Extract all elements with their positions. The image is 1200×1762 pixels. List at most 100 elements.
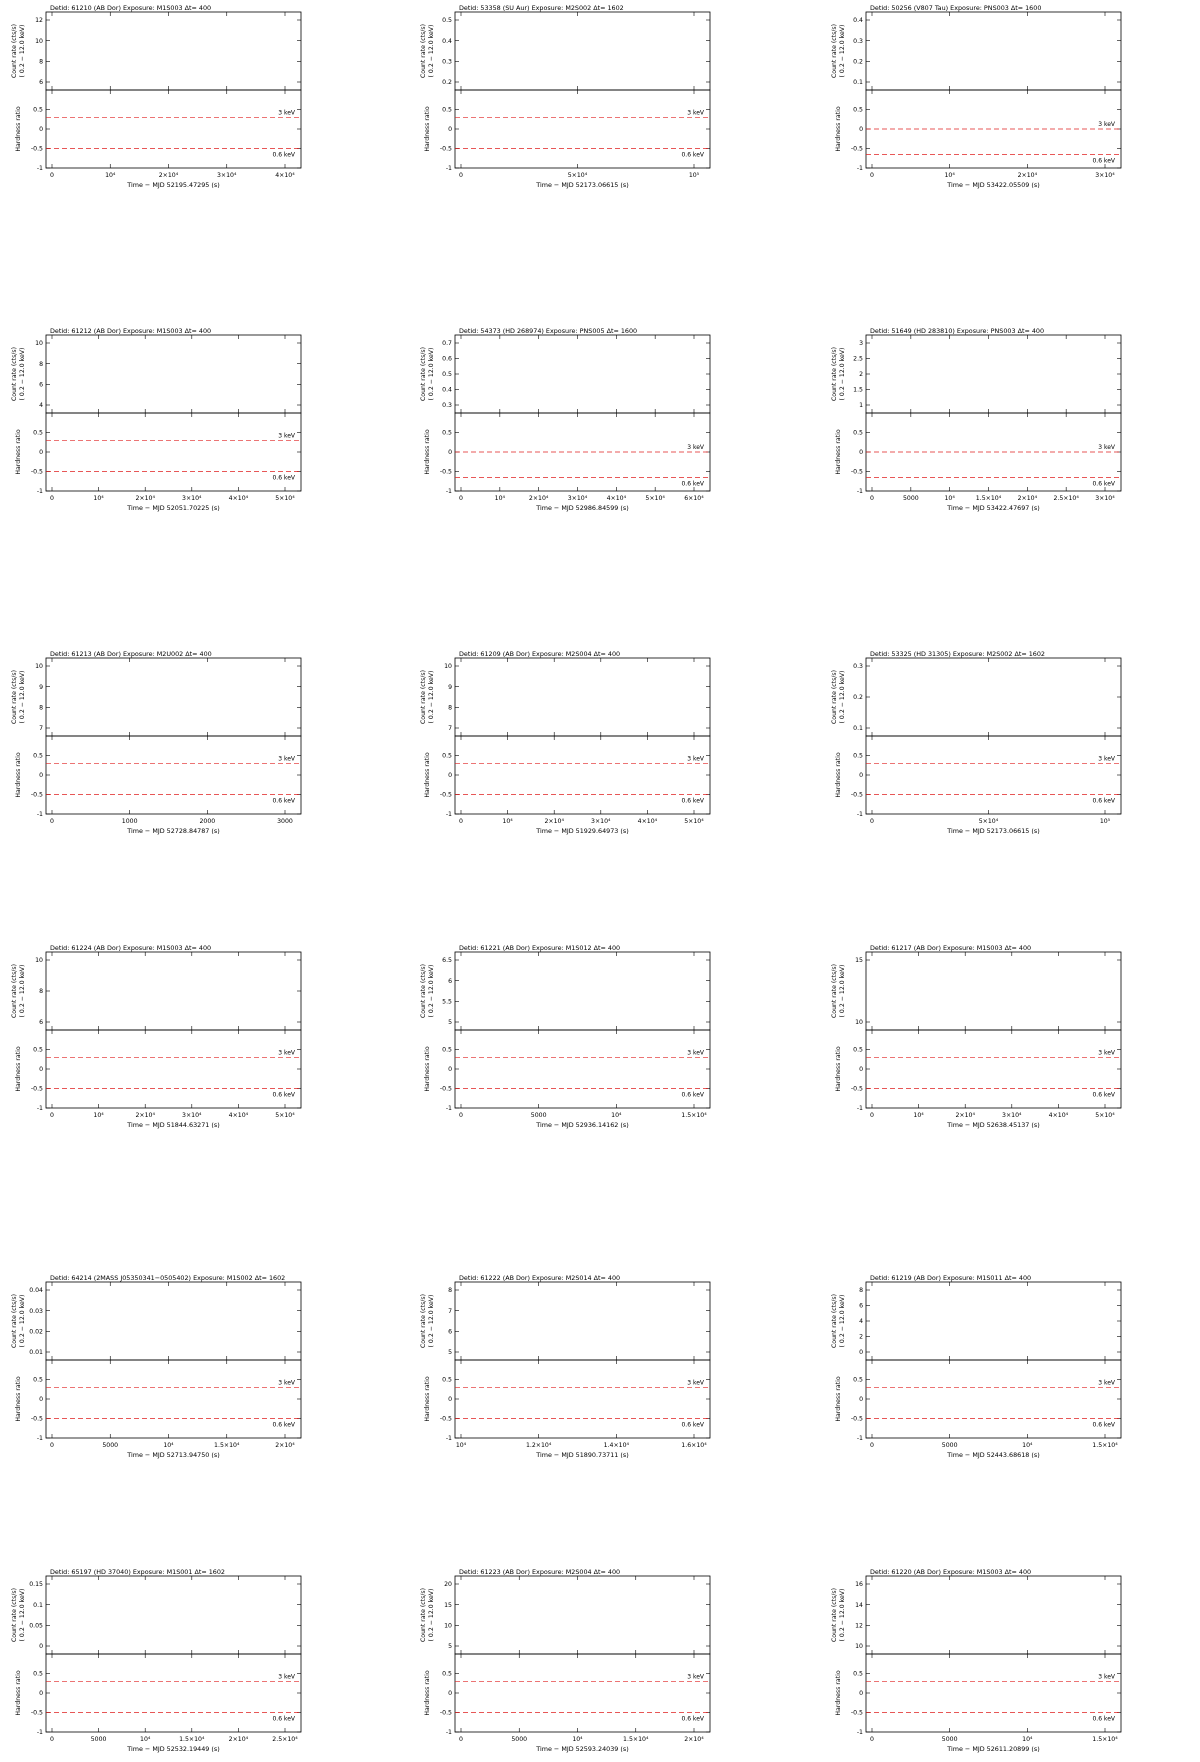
xtick-label: 10⁴ <box>93 495 104 502</box>
count-ytick-label: 0.3 <box>442 59 452 66</box>
count-ytick-label: 6 <box>448 1329 452 1336</box>
count-ytick-label: 0.1 <box>853 725 863 732</box>
count-rate-frame <box>454 951 711 1031</box>
hr-ytick-label: -1 <box>857 165 863 172</box>
count-axis-band-label: ( 0.2 − 12.0 keV) <box>839 671 846 724</box>
hard-band-label: 3 keV <box>687 1673 705 1680</box>
hr-ytick-label: -1 <box>446 488 452 495</box>
panel-title: Detid: 61209 (AB Dor) Exposure: M2S004 Δ… <box>459 650 620 658</box>
hr-ytick-label: -1 <box>446 1729 452 1736</box>
panel-title: Detid: 53358 (SU Aur) Exposure: M2S002 Δ… <box>459 4 624 12</box>
hardness-frame <box>45 412 302 492</box>
soft-band-label: 0.6 keV <box>681 1092 704 1099</box>
xtick-label: 4×10⁴ <box>1049 1112 1069 1119</box>
hr-ytick-label: -1 <box>37 1435 43 1442</box>
xtick-label: 0 <box>459 172 463 179</box>
hard-band-label: 3 keV <box>687 109 705 116</box>
xtick-label: 0 <box>459 818 463 825</box>
hardness-frame <box>454 735 711 815</box>
hr-ytick-label: -0.5 <box>440 146 452 153</box>
xtick-label: 3×10⁴ <box>182 495 202 502</box>
xtick-label: 10⁴ <box>93 1112 104 1119</box>
hr-ytick-label: -0.5 <box>851 1086 863 1093</box>
hr-axis-label: Hardness ratio <box>15 1046 22 1091</box>
soft-band-label: 0.6 keV <box>272 1716 295 1723</box>
x-axis-label: Time − MJD 52443.68618 (s) <box>946 1451 1039 1459</box>
count-axis-band-label: ( 0.2 − 12.0 keV) <box>19 25 26 78</box>
count-ytick-label: 12 <box>35 17 43 24</box>
panel-title: Detid: 61224 (AB Dor) Exposure: M1S003 Δ… <box>50 944 211 952</box>
count-axis-band-label: ( 0.2 − 12.0 keV) <box>19 1589 26 1642</box>
hr-ytick-label: -1 <box>37 1105 43 1112</box>
hardness-frame <box>454 1029 711 1109</box>
xtick-label: 0 <box>50 1736 54 1743</box>
soft-band-label: 0.6 keV <box>681 152 704 159</box>
xtick-label: 2×10⁴ <box>135 495 155 502</box>
xtick-label: 10⁴ <box>944 495 955 502</box>
count-ytick-label: 0.03 <box>29 1308 43 1315</box>
soft-band-label: 0.6 keV <box>272 475 295 482</box>
panel-title: Detid: 53325 (HD 31305) Exposure: M2S002… <box>870 650 1045 658</box>
x-axis-label: Time − MJD 52936.14162 (s) <box>535 1121 628 1129</box>
light-curve-panel: Detid: 53325 (HD 31305) Exposure: M2S002… <box>831 650 1122 835</box>
soft-band-label: 0.6 keV <box>681 798 704 805</box>
count-rate-frame <box>865 951 1122 1031</box>
hard-band-label: 3 keV <box>687 444 705 451</box>
hr-axis-label: Hardness ratio <box>424 1376 431 1421</box>
panel-title: Detid: 61222 (AB Dor) Exposure: M2S014 Δ… <box>459 1274 620 1282</box>
x-axis-label: Time − MJD 52593.24039 (s) <box>535 1745 628 1753</box>
xtick-label: 5000 <box>91 1736 107 1743</box>
hr-ytick-label: -0.5 <box>851 1710 863 1717</box>
count-ytick-label: 14 <box>855 1602 863 1609</box>
count-ytick-label: 6 <box>859 1303 863 1310</box>
count-axis-band-label: ( 0.2 − 12.0 keV) <box>19 965 26 1018</box>
count-ytick-label: 2 <box>859 371 863 378</box>
xtick-label: 5000 <box>903 495 919 502</box>
panel-content: Detid: 61213 (AB Dor) Exposure: M2U002 Δ… <box>11 650 302 835</box>
hr-ytick-label: 0.5 <box>853 1047 863 1054</box>
light-curve-panel: Detid: 61223 (AB Dor) Exposure: M2S004 Δ… <box>420 1568 711 1753</box>
hr-axis-label: Hardness ratio <box>835 752 842 797</box>
hr-ytick-label: -0.5 <box>440 469 452 476</box>
hardness-frame <box>45 89 302 169</box>
count-axis-label: Count rate (cts/s) <box>420 1294 427 1348</box>
count-ytick-label: 10 <box>35 340 43 347</box>
hr-ytick-label: -1 <box>446 811 452 818</box>
count-ytick-label: 5 <box>448 1349 452 1356</box>
hr-ytick-label: 0 <box>448 772 452 779</box>
count-ytick-label: 10 <box>35 663 43 670</box>
hr-ytick-label: 0.5 <box>853 753 863 760</box>
hr-ytick-label: 0 <box>859 449 863 456</box>
panel-content: Detid: 51649 (HD 283810) Exposure: PNS00… <box>831 327 1122 512</box>
hr-ytick-label: 0 <box>448 126 452 133</box>
hardness-frame <box>45 1029 302 1109</box>
xtick-label: 6×10⁴ <box>684 495 704 502</box>
x-axis-label: Time − MJD 52986.84599 (s) <box>535 504 628 512</box>
count-axis-label: Count rate (cts/s) <box>11 1588 18 1642</box>
hr-ytick-label: -1 <box>857 488 863 495</box>
count-ytick-label: 2.5 <box>853 356 863 363</box>
count-ytick-label: 0.2 <box>853 59 863 66</box>
x-axis-label: Time − MJD 52611.20899 (s) <box>946 1745 1039 1753</box>
xtick-label: 3×10⁴ <box>182 1112 202 1119</box>
hr-ytick-label: 0.5 <box>33 1671 43 1678</box>
count-rate-frame <box>865 1575 1122 1655</box>
xtick-label: 2.5×10⁴ <box>272 1736 298 1743</box>
hr-axis-label: Hardness ratio <box>15 106 22 151</box>
hardness-frame <box>865 1653 1122 1733</box>
xtick-label: 1.5×10⁴ <box>214 1442 240 1449</box>
count-rate-frame <box>45 657 302 737</box>
count-ytick-label: 1 <box>859 402 863 409</box>
xtick-label: 4×10⁴ <box>638 818 658 825</box>
panel-content: Detid: 61212 (AB Dor) Exposure: M1S003 Δ… <box>11 327 302 512</box>
light-curve-panel: Detid: 61222 (AB Dor) Exposure: M2S014 Δ… <box>420 1274 711 1459</box>
count-rate-frame <box>865 1281 1122 1361</box>
hr-axis-label: Hardness ratio <box>424 752 431 797</box>
xtick-label: 2×10⁴ <box>955 1112 975 1119</box>
count-axis-band-label: ( 0.2 − 12.0 keV) <box>428 965 435 1018</box>
count-axis-label: Count rate (cts/s) <box>831 964 838 1018</box>
hr-ytick-label: -1 <box>446 1105 452 1112</box>
hr-ytick-label: -1 <box>446 165 452 172</box>
xtick-label: 0 <box>870 818 874 825</box>
xtick-label: 0 <box>50 495 54 502</box>
